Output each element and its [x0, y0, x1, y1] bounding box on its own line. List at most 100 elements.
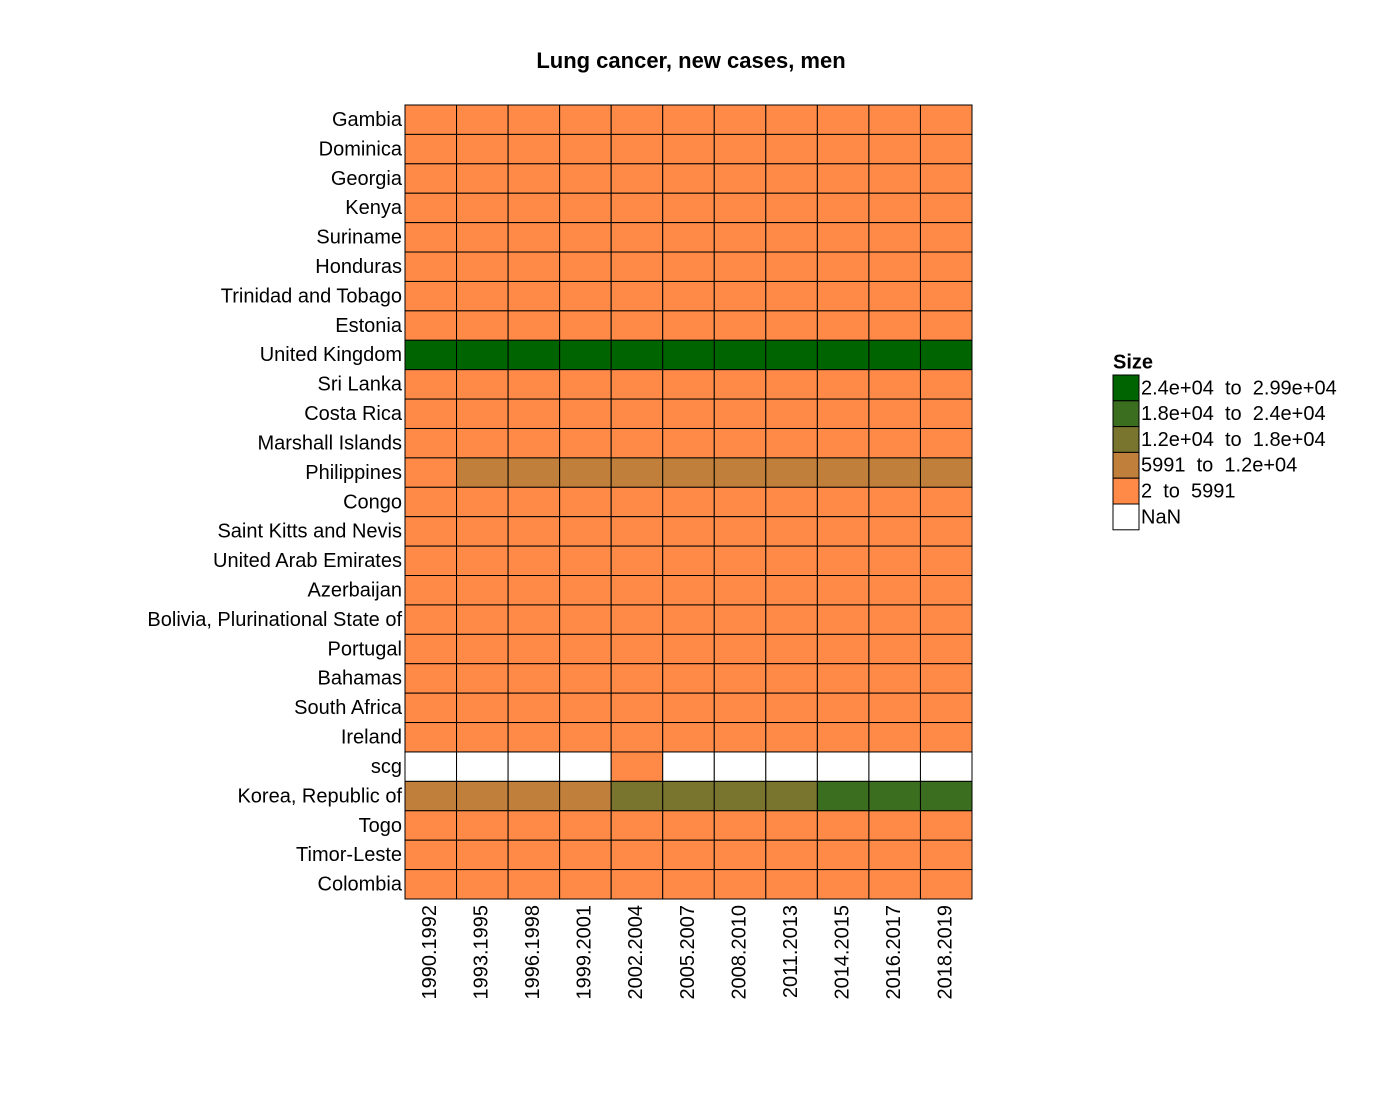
- cell: [816, 104, 870, 135]
- cell: [507, 692, 561, 724]
- cell: [507, 398, 561, 429]
- cell: [868, 516, 921, 547]
- cell: [765, 810, 818, 841]
- cell: [713, 251, 767, 282]
- cell: [868, 604, 921, 635]
- cell: [559, 398, 612, 429]
- cell: [713, 133, 767, 165]
- cell: [713, 516, 767, 547]
- cell: [868, 280, 921, 312]
- cell: [404, 516, 458, 547]
- cell: [507, 104, 561, 135]
- cell: [816, 633, 870, 665]
- cell: [507, 339, 561, 371]
- cell: [610, 192, 664, 224]
- cell: [662, 839, 715, 871]
- cell: [816, 869, 870, 900]
- cell: [404, 280, 458, 312]
- row-label: Saint Kitts and Nevis: [217, 521, 402, 543]
- cell: [765, 604, 818, 635]
- cell: [713, 780, 767, 812]
- cell: [713, 692, 767, 724]
- cell: [919, 722, 973, 753]
- cell: [919, 310, 973, 341]
- cell: [816, 192, 870, 224]
- column-label: 2016.2017: [883, 905, 905, 1000]
- cell: [610, 869, 664, 900]
- cell: [610, 251, 664, 282]
- cell: [456, 310, 509, 341]
- cell: [456, 839, 509, 871]
- cell: [765, 192, 818, 224]
- cell: [868, 810, 921, 841]
- legend-title: Size: [1113, 351, 1153, 373]
- cell: [662, 369, 715, 400]
- column-label: 2008.2010: [728, 905, 750, 1000]
- cell: [456, 339, 509, 371]
- cell: [868, 163, 921, 194]
- cell: [713, 339, 767, 371]
- cell: [456, 633, 509, 665]
- legend-swatch: [1112, 400, 1140, 428]
- cell: [559, 339, 612, 371]
- cell: [868, 780, 921, 812]
- cell: [559, 810, 612, 841]
- legend-swatch: [1112, 477, 1140, 505]
- cell: [507, 251, 561, 282]
- row-label: Georgia: [331, 168, 403, 190]
- cell: [559, 133, 612, 165]
- cell: [816, 457, 870, 488]
- cell: [559, 751, 612, 782]
- cell: [868, 751, 921, 782]
- cell: [559, 192, 612, 224]
- row-label: Honduras: [315, 256, 402, 278]
- cell: [868, 104, 921, 135]
- cell: [919, 869, 973, 900]
- cell: [456, 163, 509, 194]
- cell: [610, 163, 664, 194]
- cell: [456, 457, 509, 488]
- legend-swatch: [1112, 451, 1140, 479]
- cell: [713, 810, 767, 841]
- cell: [816, 310, 870, 341]
- cell: [816, 839, 870, 871]
- cell: [507, 751, 561, 782]
- cell: [404, 457, 458, 488]
- chart-title: Lung cancer, new cases, men: [536, 48, 845, 73]
- cell: [559, 604, 612, 635]
- row-label: Bahamas: [318, 668, 403, 690]
- cell: [559, 486, 612, 518]
- cell: [456, 751, 509, 782]
- cell: [765, 692, 818, 724]
- cell: [765, 251, 818, 282]
- cell: [868, 192, 921, 224]
- cell: [816, 222, 870, 253]
- cell: [559, 222, 612, 253]
- cell: [765, 398, 818, 429]
- cell: [816, 663, 870, 694]
- cell: [713, 869, 767, 900]
- cell: [765, 486, 818, 518]
- cell: [662, 486, 715, 518]
- cell: [559, 839, 612, 871]
- cell: [919, 486, 973, 518]
- cell: [868, 369, 921, 400]
- cell: [559, 663, 612, 694]
- cell: [662, 516, 715, 547]
- cell: [868, 251, 921, 282]
- cell: [919, 369, 973, 400]
- cell: [456, 663, 509, 694]
- cell: [765, 516, 818, 547]
- row-label: Azerbaijan: [307, 580, 402, 602]
- cell: [868, 486, 921, 518]
- cell: [456, 104, 509, 135]
- cell: [816, 251, 870, 282]
- legend-swatch: [1112, 503, 1140, 531]
- cell: [404, 751, 458, 782]
- cell: [765, 369, 818, 400]
- column-label: 1993.1995: [471, 905, 493, 1000]
- cell: [868, 869, 921, 900]
- cell: [404, 575, 458, 606]
- cell: [610, 604, 664, 635]
- cell: [765, 751, 818, 782]
